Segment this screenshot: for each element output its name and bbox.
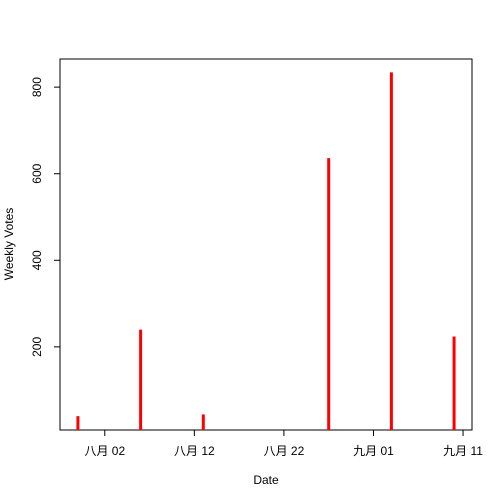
y-tick-label: 600 <box>30 163 44 183</box>
x-tick-label: 八月 12 <box>174 444 215 458</box>
y-axis-label: Weekly Votes <box>2 208 16 280</box>
y-tick-label: 400 <box>30 250 44 270</box>
y-tick-label: 200 <box>30 337 44 357</box>
x-tick-label: 九月 11 <box>443 444 483 458</box>
x-tick-label: 八月 22 <box>264 444 305 458</box>
plot-frame <box>59 58 473 431</box>
y-tick-label: 800 <box>30 77 44 97</box>
x-tick-label: 八月 02 <box>84 444 125 458</box>
x-tick-label: 九月 01 <box>353 444 394 458</box>
x-axis-label: Date <box>253 473 279 487</box>
